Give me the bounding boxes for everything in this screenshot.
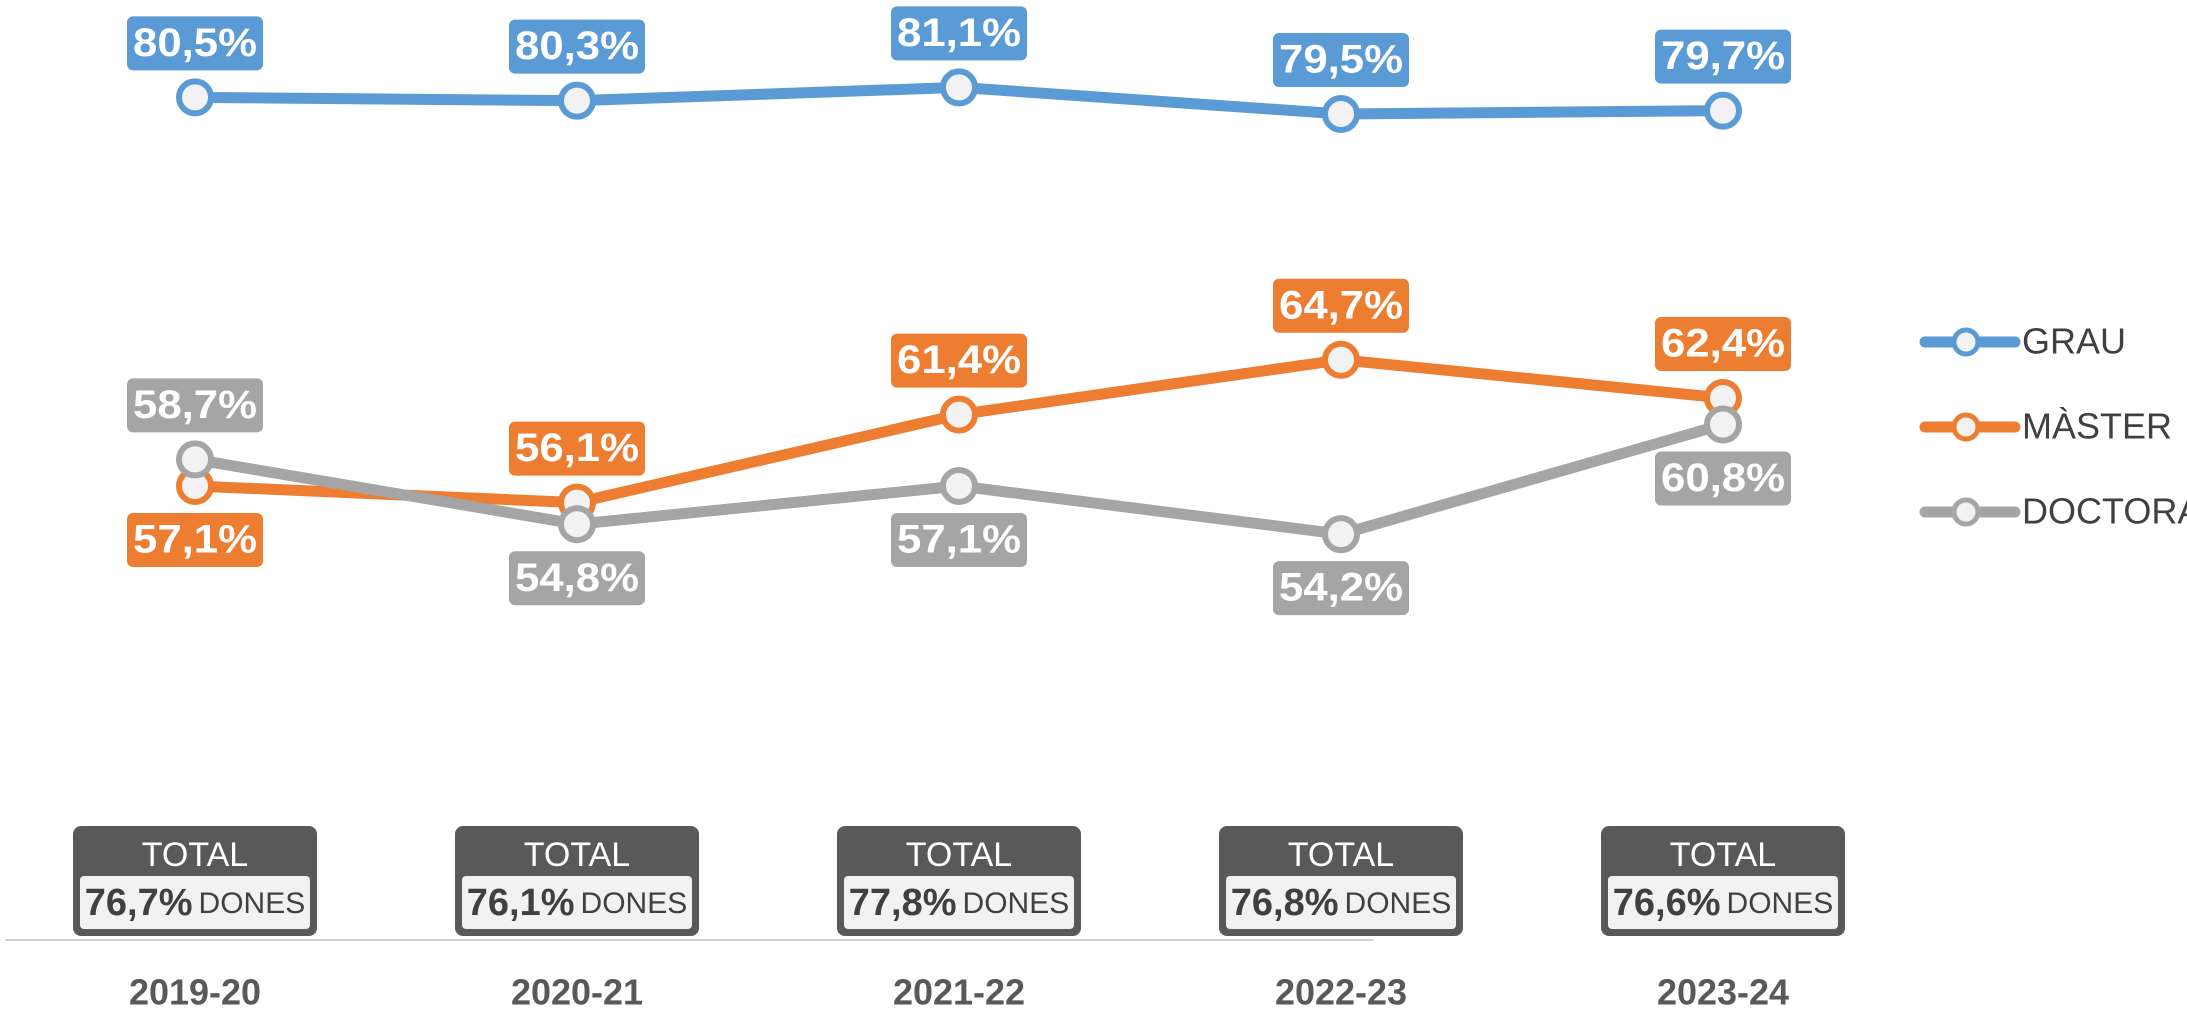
data-label: 62,4% (1661, 322, 1785, 366)
data-label: 81,1% (897, 11, 1021, 55)
legend-marker (1951, 412, 1981, 442)
data-label: 79,7% (1661, 34, 1785, 78)
marker (1322, 515, 1360, 554)
legend-marker (1951, 497, 1981, 527)
total-unit: DONES (199, 887, 306, 920)
total-text: 76,8% DONES (1231, 882, 1451, 924)
x-tick-label: 2020-21 (511, 972, 643, 1012)
data-label: 80,3% (515, 24, 639, 68)
legend-label: MÀSTER (2022, 406, 2172, 447)
legend-label: GRAU (2022, 321, 2126, 362)
x-tick-label: 2023-24 (1657, 972, 1789, 1012)
total-inner (462, 876, 692, 929)
legend-marker (1951, 327, 1981, 357)
marker (1704, 405, 1742, 444)
total-value: 76,6% (1613, 882, 1721, 924)
marker (176, 78, 214, 117)
total-unit: DONES (963, 887, 1070, 920)
total-unit: DONES (581, 887, 688, 920)
data-label-box (1273, 32, 1409, 87)
data-label: 79,5% (1279, 38, 1403, 82)
data-label-box (127, 378, 263, 433)
x-tick-label: 2022-23 (1275, 972, 1407, 1012)
data-label-box (127, 512, 263, 567)
data-label: 58,7% (133, 383, 257, 427)
total-label: TOTAL (1670, 836, 1776, 874)
data-label-box (891, 512, 1027, 567)
total-inner (1608, 876, 1838, 929)
total-unit: DONES (1345, 887, 1452, 920)
marker (1322, 340, 1360, 379)
total-text: 76,7% DONES (85, 882, 305, 924)
total-text: 76,1% DONES (467, 882, 687, 924)
data-label-box (1655, 316, 1791, 371)
data-label: 57,1% (897, 518, 1021, 562)
total-text: 76,6% DONES (1613, 882, 1833, 924)
x-tick-label: 2019-20 (129, 972, 261, 1012)
data-label: 54,8% (515, 556, 639, 600)
marker (558, 81, 596, 120)
total-label: TOTAL (1288, 836, 1394, 874)
data-label-box (1273, 561, 1409, 616)
total-inner (1226, 876, 1456, 929)
total-inner (80, 876, 310, 929)
legend-label: DOCTORAT (2022, 491, 2187, 532)
marker (1322, 94, 1360, 133)
data-label: 56,1% (515, 426, 639, 470)
data-label-box (891, 6, 1027, 61)
total-value: 76,1% (467, 882, 575, 924)
data-label: 57,1% (133, 518, 257, 562)
total-label: TOTAL (524, 836, 630, 874)
total-inner (844, 876, 1074, 929)
data-label-box (1655, 451, 1791, 506)
marker (940, 68, 978, 107)
marker (1704, 91, 1742, 130)
data-label-box (509, 551, 645, 606)
marker (558, 505, 596, 544)
data-label-box (1655, 29, 1791, 84)
total-value: 77,8% (849, 882, 957, 924)
marker (940, 466, 978, 505)
marker (940, 395, 978, 434)
total-label: TOTAL (142, 836, 248, 874)
x-tick-label: 2021-22 (893, 972, 1025, 1012)
marker (176, 440, 214, 479)
total-text: 77,8% DONES (849, 882, 1069, 924)
total-unit: DONES (1727, 887, 1834, 920)
data-label-box (509, 421, 645, 476)
total-label: TOTAL (906, 836, 1012, 874)
data-label: 54,2% (1279, 566, 1403, 610)
data-label-box (509, 19, 645, 74)
data-label: 60,8% (1661, 456, 1785, 500)
data-label: 80,5% (133, 21, 257, 65)
data-label: 64,7% (1279, 283, 1403, 327)
total-value: 76,7% (85, 882, 193, 924)
data-label-box (1273, 278, 1409, 333)
total-value: 76,8% (1231, 882, 1339, 924)
data-label: 61,4% (897, 338, 1021, 382)
data-label-box (891, 333, 1027, 388)
data-label-box (127, 16, 263, 71)
